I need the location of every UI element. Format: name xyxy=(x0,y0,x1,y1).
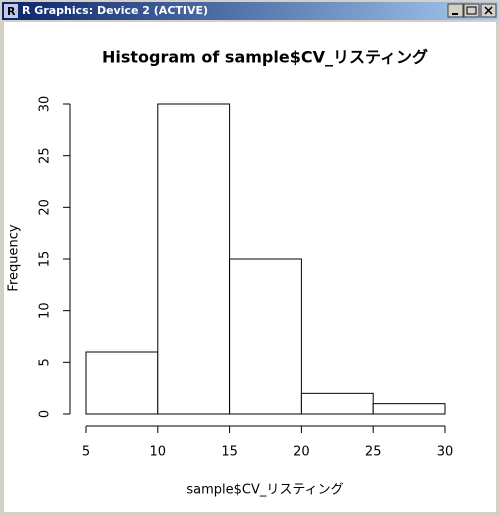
histogram-bar xyxy=(229,258,302,415)
x-tick-label: 20 xyxy=(293,445,310,460)
app-icon-letter: R xyxy=(7,5,16,18)
x-tick-label: 25 xyxy=(365,445,382,460)
y-tick-label: 15 xyxy=(38,251,53,268)
histogram-bar xyxy=(300,392,374,415)
y-tick-label: 5 xyxy=(38,358,53,366)
y-tick-label: 25 xyxy=(38,147,53,164)
x-tick-label: 10 xyxy=(150,445,167,460)
histogram-bar xyxy=(372,403,446,415)
title-bar xyxy=(2,2,498,20)
histogram-bar xyxy=(157,103,231,415)
x-tick-label: 15 xyxy=(221,445,238,460)
app-icon xyxy=(4,4,18,18)
x-axis-label: sample$CV_リスティング xyxy=(186,483,343,498)
close-glyph xyxy=(484,6,493,15)
maximize-glyph xyxy=(466,6,477,15)
histogram-bar xyxy=(85,351,159,415)
maximize-button[interactable] xyxy=(463,3,480,18)
y-tick-label: 20 xyxy=(38,199,53,216)
minimize-button[interactable] xyxy=(447,3,464,18)
window-title: R Graphics: Device 2 (ACTIVE) xyxy=(22,4,208,17)
y-tick-label: 0 xyxy=(38,410,53,418)
chart-title: Histogram of sample$CV_リスティング xyxy=(102,48,428,67)
y-tick-label: 10 xyxy=(38,302,53,319)
x-tick-label: 5 xyxy=(82,445,90,460)
y-tick-label: 30 xyxy=(38,96,53,113)
y-axis-label: Frequency xyxy=(7,224,22,291)
window-buttons xyxy=(447,3,497,18)
x-tick-label: 30 xyxy=(437,445,454,460)
